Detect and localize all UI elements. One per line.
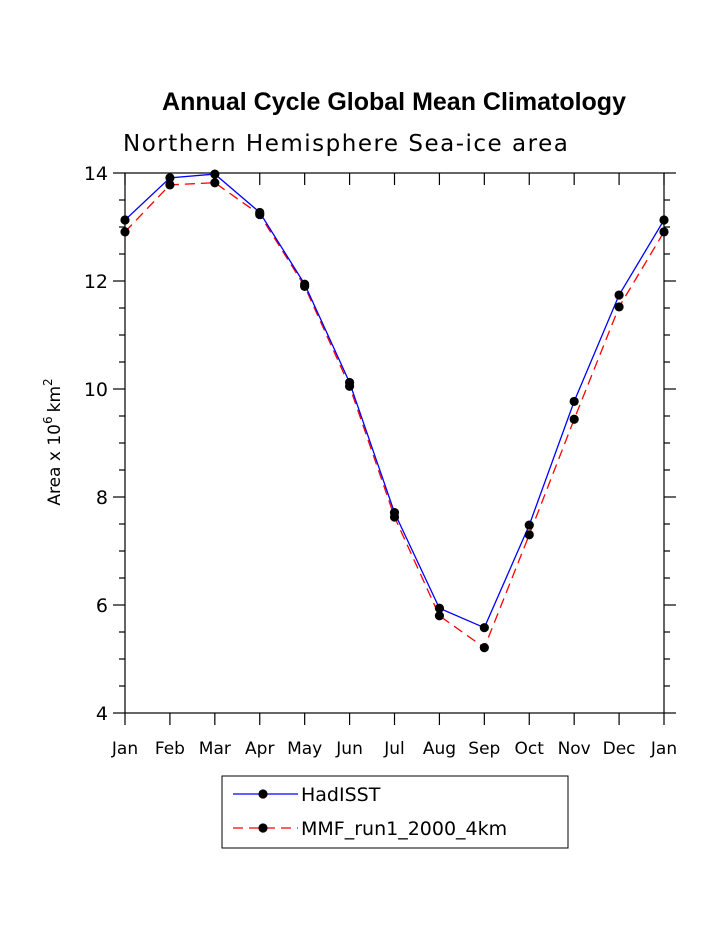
data-point	[614, 302, 624, 312]
x-tick-label: Apr	[245, 739, 274, 759]
y-tick-label: 14	[84, 163, 108, 185]
data-point	[344, 381, 355, 391]
legend-marker	[258, 789, 268, 799]
series-line	[124, 173, 665, 629]
x-tick-label: Jul	[383, 739, 405, 759]
chart-subtitle: Northern Hemisphere Sea-ice area	[123, 131, 569, 157]
legend-box	[221, 775, 569, 849]
y-axis-label: Area x 106 km2	[41, 378, 65, 505]
data-point	[434, 603, 445, 613]
x-tick-label: Sep	[468, 739, 500, 759]
y-axis-label-exponent: 6	[41, 416, 55, 424]
y-axis-label-unit: km	[45, 386, 65, 412]
data-point	[165, 173, 175, 183]
y-tick-label: 4	[96, 703, 108, 725]
x-tick-label: Dec	[603, 739, 636, 759]
y-tick-label: 10	[84, 379, 108, 401]
x-tick-label: Jan	[650, 739, 677, 759]
series-line	[124, 182, 665, 649]
x-tick-label: May	[287, 739, 322, 759]
x-tick-label: Feb	[155, 739, 185, 759]
x-tick-label: Jan	[111, 739, 138, 759]
data-point	[479, 643, 489, 653]
data-point	[569, 396, 579, 407]
y-axis-label-prefix: Area x 10	[45, 424, 65, 506]
data-point	[210, 169, 220, 179]
legend-label: HadISST	[301, 784, 381, 806]
data-point	[569, 414, 579, 424]
data-point	[165, 180, 175, 190]
series-layer	[120, 169, 669, 653]
x-tick-label: Jun	[335, 739, 363, 759]
data-point	[434, 611, 445, 621]
data-point	[389, 512, 400, 522]
data-point	[120, 227, 130, 237]
x-tick-label: Aug	[423, 739, 456, 759]
data-point	[479, 623, 489, 633]
data-point	[210, 178, 220, 188]
x-tick-label: Nov	[558, 739, 591, 759]
legend: HadISST MMF_run1_2000_4km	[221, 775, 569, 849]
data-point	[120, 215, 130, 225]
data-point	[300, 281, 310, 291]
data-point	[614, 290, 624, 300]
data-point	[659, 227, 669, 237]
legend-label: MMF_run1_2000_4km	[301, 818, 507, 840]
data-point	[524, 530, 534, 540]
chart-title: Annual Cycle Global Mean Climatology	[162, 88, 626, 116]
y-tick-label: 12	[84, 271, 108, 293]
y-axis-label-unit-exponent: 2	[41, 378, 55, 386]
legend-items: HadISST MMF_run1_2000_4km	[233, 784, 507, 840]
plot-axes: Jan Feb Mar Apr May Jun Jul Aug Sep Oct Nov Dec Jan4…	[84, 163, 677, 759]
plot-frame	[124, 172, 665, 714]
legend-marker	[258, 823, 268, 833]
data-point	[659, 215, 669, 225]
data-point	[524, 520, 534, 530]
data-point	[255, 209, 265, 220]
x-tick-label: Oct	[515, 739, 545, 759]
y-tick-label: 8	[96, 487, 108, 509]
x-tick-label: Mar	[199, 739, 231, 759]
y-tick-label: 6	[96, 595, 108, 617]
